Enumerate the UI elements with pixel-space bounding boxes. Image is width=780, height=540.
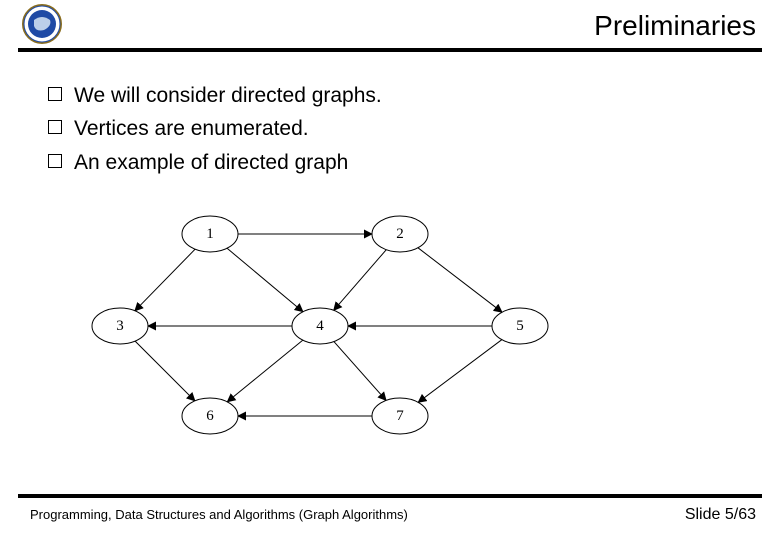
graph-edge	[418, 340, 502, 403]
org-logo-icon	[22, 4, 62, 44]
graph-edge	[334, 342, 386, 401]
graph-node-label: 3	[116, 318, 124, 334]
graph-edge	[418, 248, 502, 312]
slide: Preliminaries We will consider directed …	[0, 0, 780, 540]
graph-node-label: 5	[516, 318, 524, 334]
graph-node-label: 2	[396, 226, 404, 242]
graph-edge	[227, 340, 302, 402]
graph-node-label: 7	[396, 408, 404, 424]
footer-page: 5/63	[725, 506, 756, 523]
footer-page-number: Slide 5/63	[685, 506, 756, 524]
graph-edge	[227, 248, 303, 311]
graph-node-label: 4	[316, 318, 324, 334]
footer-left-text: Programming, Data Structures and Algorit…	[30, 507, 408, 522]
bullet-list: We will consider directed graphs. Vertic…	[48, 82, 382, 182]
list-item: We will consider directed graphs.	[48, 82, 382, 109]
directed-graph-diagram: 1 2 3 4 5 6 7	[80, 200, 620, 450]
bottom-divider	[18, 494, 762, 498]
footer-prefix: Slide	[685, 506, 725, 523]
square-bullet-icon	[48, 87, 62, 101]
list-item: An example of directed graph	[48, 149, 382, 176]
graph-edge	[334, 250, 387, 311]
graph-edge	[135, 249, 195, 311]
square-bullet-icon	[48, 154, 62, 168]
bullet-text: Vertices are enumerated.	[74, 115, 309, 142]
bullet-text: We will consider directed graphs.	[74, 82, 382, 109]
top-divider	[18, 48, 762, 52]
slide-header: Preliminaries	[0, 0, 780, 48]
graph-edge	[135, 341, 195, 401]
bullet-text: An example of directed graph	[74, 149, 348, 176]
list-item: Vertices are enumerated.	[48, 115, 382, 142]
square-bullet-icon	[48, 120, 62, 134]
graph-node-label: 6	[206, 408, 214, 424]
graph-node-label: 1	[206, 226, 214, 242]
slide-title: Preliminaries	[594, 10, 756, 42]
